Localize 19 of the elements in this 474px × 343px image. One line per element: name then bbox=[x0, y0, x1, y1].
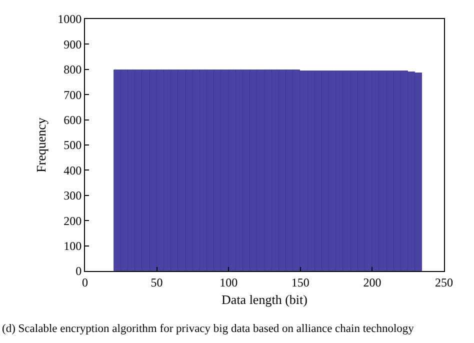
x-tick-label: 200 bbox=[363, 275, 382, 290]
y-tick-label: 400 bbox=[64, 163, 82, 178]
x-axis-title: Data length (bit) bbox=[222, 292, 308, 307]
y-tick-label: 1000 bbox=[58, 12, 82, 26]
x-tick-label: 100 bbox=[220, 275, 238, 290]
y-tick-label: 300 bbox=[64, 188, 82, 203]
y-tick-label: 600 bbox=[64, 113, 82, 127]
x-tick-label: 250 bbox=[435, 275, 453, 290]
y-tick-label: 100 bbox=[64, 239, 82, 253]
x-tick-label: 150 bbox=[291, 275, 310, 290]
y-tick-label: 900 bbox=[64, 37, 82, 52]
y-axis-title: Frequency bbox=[34, 117, 49, 172]
y-tick-label: 0 bbox=[76, 264, 82, 278]
y-tick-label: 700 bbox=[64, 88, 82, 102]
y-tick-label: 500 bbox=[64, 138, 82, 152]
y-tick-label: 200 bbox=[64, 214, 82, 228]
x-tick-label: 50 bbox=[150, 275, 163, 290]
y-tick-label: 800 bbox=[64, 62, 82, 77]
text: (d) Scalable encryption algorithm for privacy big data based on alliance chain technology bbox=[2, 323, 414, 335]
